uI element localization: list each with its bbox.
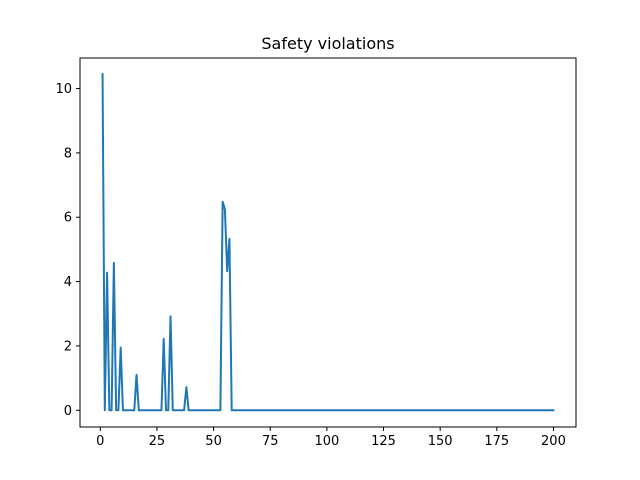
x-tick-label: 200: [541, 434, 566, 449]
chart-title: Safety violations: [261, 34, 394, 53]
axes-frame: [79, 57, 577, 428]
y-tick-label: 0: [64, 404, 72, 419]
y-tick-label: 8: [64, 146, 72, 161]
y-tick-label: 6: [64, 211, 72, 226]
x-tick-label: 175: [484, 434, 509, 449]
x-tick-label: 0: [96, 434, 104, 449]
x-tick-label: 100: [314, 434, 339, 449]
x-tick-label: 75: [262, 434, 279, 449]
series-line: [101, 73, 555, 412]
x-tick-label: 125: [371, 434, 396, 449]
x-tick-label: 50: [205, 434, 222, 449]
y-tick-label: 10: [55, 82, 72, 97]
y-tick-label: 2: [64, 339, 72, 354]
y-tick-label: 4: [64, 275, 72, 290]
plot-area: 0 25 50 75 100 125 150 175 200 0 2 4 6 8 10: [55, 73, 566, 449]
x-tick-label: 25: [149, 434, 166, 449]
x-tick-label: 150: [428, 434, 453, 449]
